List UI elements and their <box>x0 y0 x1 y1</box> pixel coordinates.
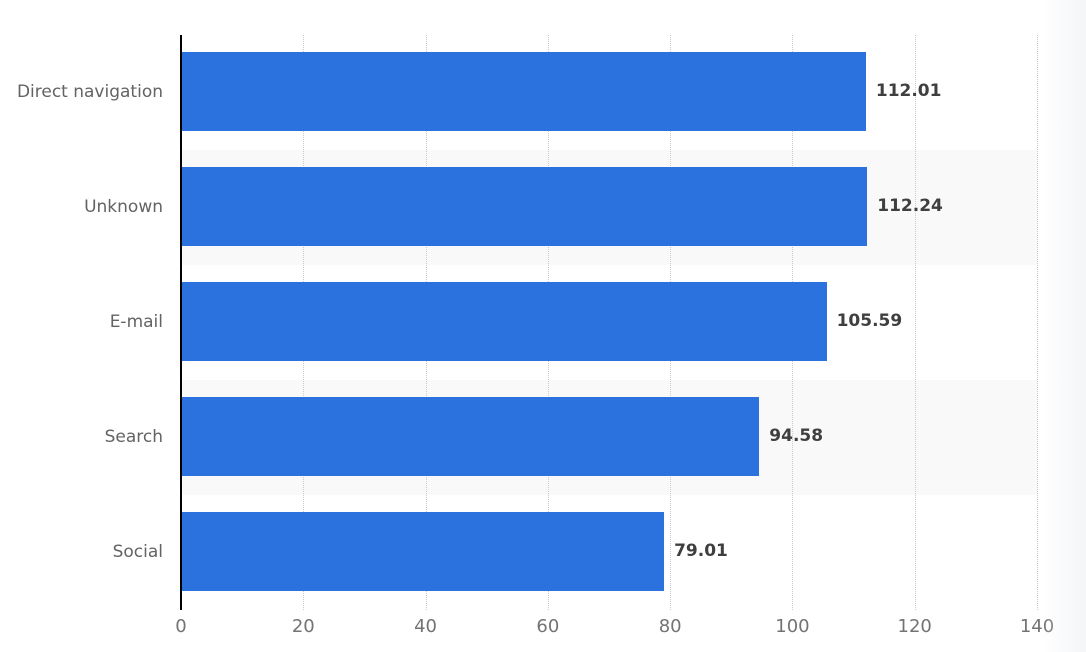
x-tick-label: 40 <box>414 616 438 637</box>
x-tick-label: 0 <box>175 616 187 637</box>
gridline <box>1037 35 1038 610</box>
category-label: Social <box>112 542 163 562</box>
bar[interactable] <box>181 397 760 476</box>
x-tick-label: 60 <box>536 616 560 637</box>
category-label: Unknown <box>84 197 163 217</box>
bar[interactable] <box>181 52 866 131</box>
x-tick-label: 100 <box>775 616 810 637</box>
y-axis-line <box>180 35 182 610</box>
category-label: E-mail <box>109 312 163 332</box>
value-label: 112.24 <box>877 196 943 216</box>
x-tick-label: 80 <box>658 616 682 637</box>
gridline <box>914 35 916 610</box>
x-tick-label: 20 <box>291 616 315 637</box>
plot-area: 112.01 112.24 105.59 94.58 79.01 <box>180 35 1038 610</box>
value-label: 79.01 <box>674 541 728 561</box>
bar[interactable] <box>181 167 868 246</box>
value-label: 112.01 <box>875 81 942 101</box>
bar[interactable] <box>181 512 665 591</box>
x-tick-label: 140 <box>1019 616 1055 637</box>
bar[interactable] <box>181 282 827 361</box>
right-edge-gradient <box>1042 0 1086 652</box>
category-label: Direct navigation <box>16 82 163 102</box>
category-axis: Direct navigation Unknown E-mail Search Soci… <box>0 35 163 610</box>
value-label: 94.58 <box>769 426 824 446</box>
x-tick-label: 120 <box>897 616 932 637</box>
category-label: Search <box>104 427 163 447</box>
value-label: 105.59 <box>836 311 903 331</box>
